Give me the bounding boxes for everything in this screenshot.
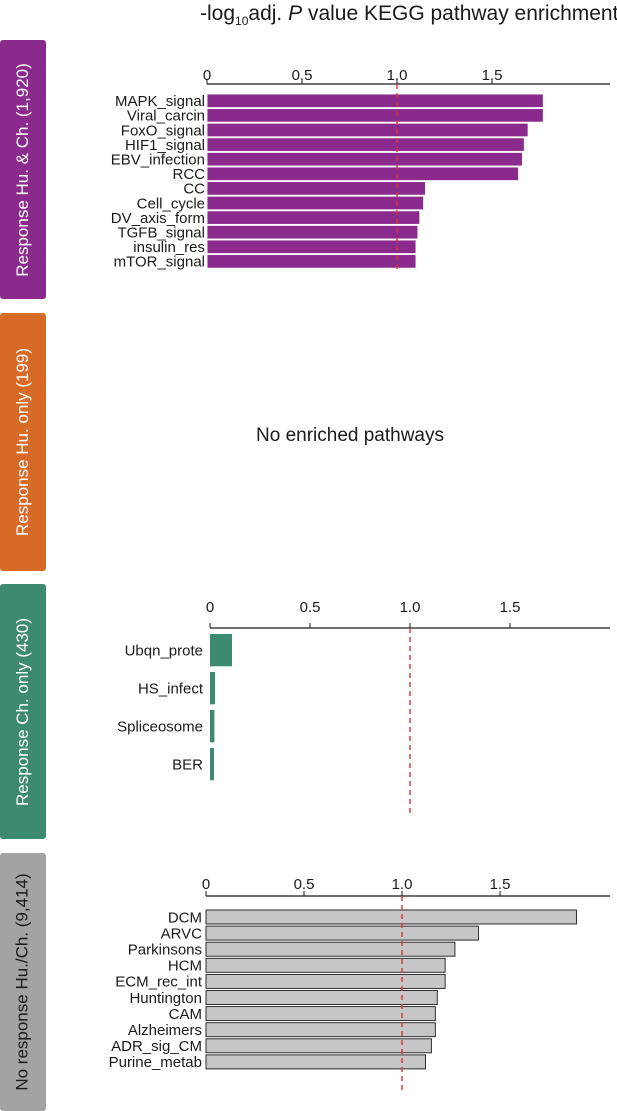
bar (210, 634, 232, 667)
bar (206, 210, 421, 225)
category-label: HCM (168, 958, 202, 975)
category-label: EBV_infection (111, 151, 205, 168)
category-label: Viral_carcin (127, 108, 205, 125)
bar (206, 166, 520, 182)
bar (206, 195, 425, 211)
bar (205, 990, 438, 1005)
bar (205, 925, 479, 941)
title-suffix: value KEGG pathway enrichment (302, 2, 617, 25)
category-label: insulin_res (133, 239, 205, 256)
panel-label-hu-only: Response Hu. only (199) (0, 313, 46, 571)
no-enriched-message: No enriched pathways (256, 425, 444, 446)
bar (206, 93, 544, 109)
category-label: DV_axis_form (111, 210, 205, 227)
category-label: Purine_metab (109, 1054, 202, 1071)
x-tick-label: 1.0 (400, 599, 421, 616)
x-tick-label: 1.0 (387, 67, 408, 84)
bar (206, 181, 426, 196)
x-tick-label: 0 (206, 599, 214, 616)
category-label: Spliceosome (117, 718, 203, 735)
category-label: DCM (168, 909, 202, 926)
category-label: CC (183, 181, 205, 198)
x-tick-label: 1.5 (490, 876, 511, 893)
bar (205, 909, 577, 925)
bar (206, 108, 544, 123)
title-subscript: 10 (235, 14, 249, 29)
category-label: ADR_sig_CM (111, 1038, 202, 1055)
category-label: HIF1_signal (125, 137, 205, 154)
bar (205, 957, 446, 973)
bar (205, 1054, 426, 1070)
category-label: Cell_cycle (137, 195, 205, 212)
category-label: Alzheimers (128, 1022, 202, 1039)
x-tick-label: 0 (203, 67, 211, 84)
bar (210, 710, 215, 743)
title-prefix: -log (200, 2, 236, 25)
x-tick-label: 0 (202, 876, 210, 893)
bar (205, 1022, 436, 1038)
bar (205, 973, 446, 989)
bar (210, 748, 214, 781)
bar (206, 224, 419, 240)
x-tick-label: 0.5 (294, 876, 315, 893)
chart-title: -log10adj. P value KEGG pathway enrichme… (200, 0, 617, 30)
category-label: ARVC (161, 925, 203, 942)
title-middle: adj. (248, 2, 289, 25)
x-tick-label: 0.5 (292, 67, 313, 84)
title-italic: P (288, 2, 303, 25)
x-tick-label: 1.5 (500, 599, 521, 616)
bar (205, 941, 456, 957)
category-label: CAM (169, 1006, 202, 1023)
bar (206, 239, 417, 255)
category-label: FoxO_signal (121, 122, 205, 139)
panel-label-ch-only: Response Ch. only (430) (0, 584, 46, 839)
bar (206, 151, 523, 167)
panel-label-no-response: No response Hu./Ch. (9,414) (0, 853, 46, 1111)
category-label: Huntington (129, 990, 202, 1007)
bar (206, 254, 417, 269)
bar (205, 1006, 436, 1022)
x-tick-label: 0.5 (300, 599, 321, 616)
category-label: mTOR_signal (114, 254, 205, 271)
category-label: Parkinsons (128, 941, 202, 958)
category-label: RCC (173, 166, 206, 183)
category-label: TGFB_signal (117, 224, 205, 241)
category-label: HS_infect (138, 680, 204, 697)
bar (210, 672, 215, 705)
x-tick-label: 1.0 (392, 876, 413, 893)
x-tick-label: 1.5 (482, 67, 503, 84)
category-label: MAPK_signal (115, 93, 205, 110)
bar (206, 122, 529, 138)
panel-label-hu-ch: Response Hu. & Ch. (1,920) (0, 40, 46, 299)
category-label: ECM_rec_int (115, 974, 203, 991)
category-label: Ubqn_prote (125, 642, 203, 659)
category-label: BER (172, 756, 203, 773)
bar (205, 1038, 432, 1054)
bar (206, 137, 525, 152)
